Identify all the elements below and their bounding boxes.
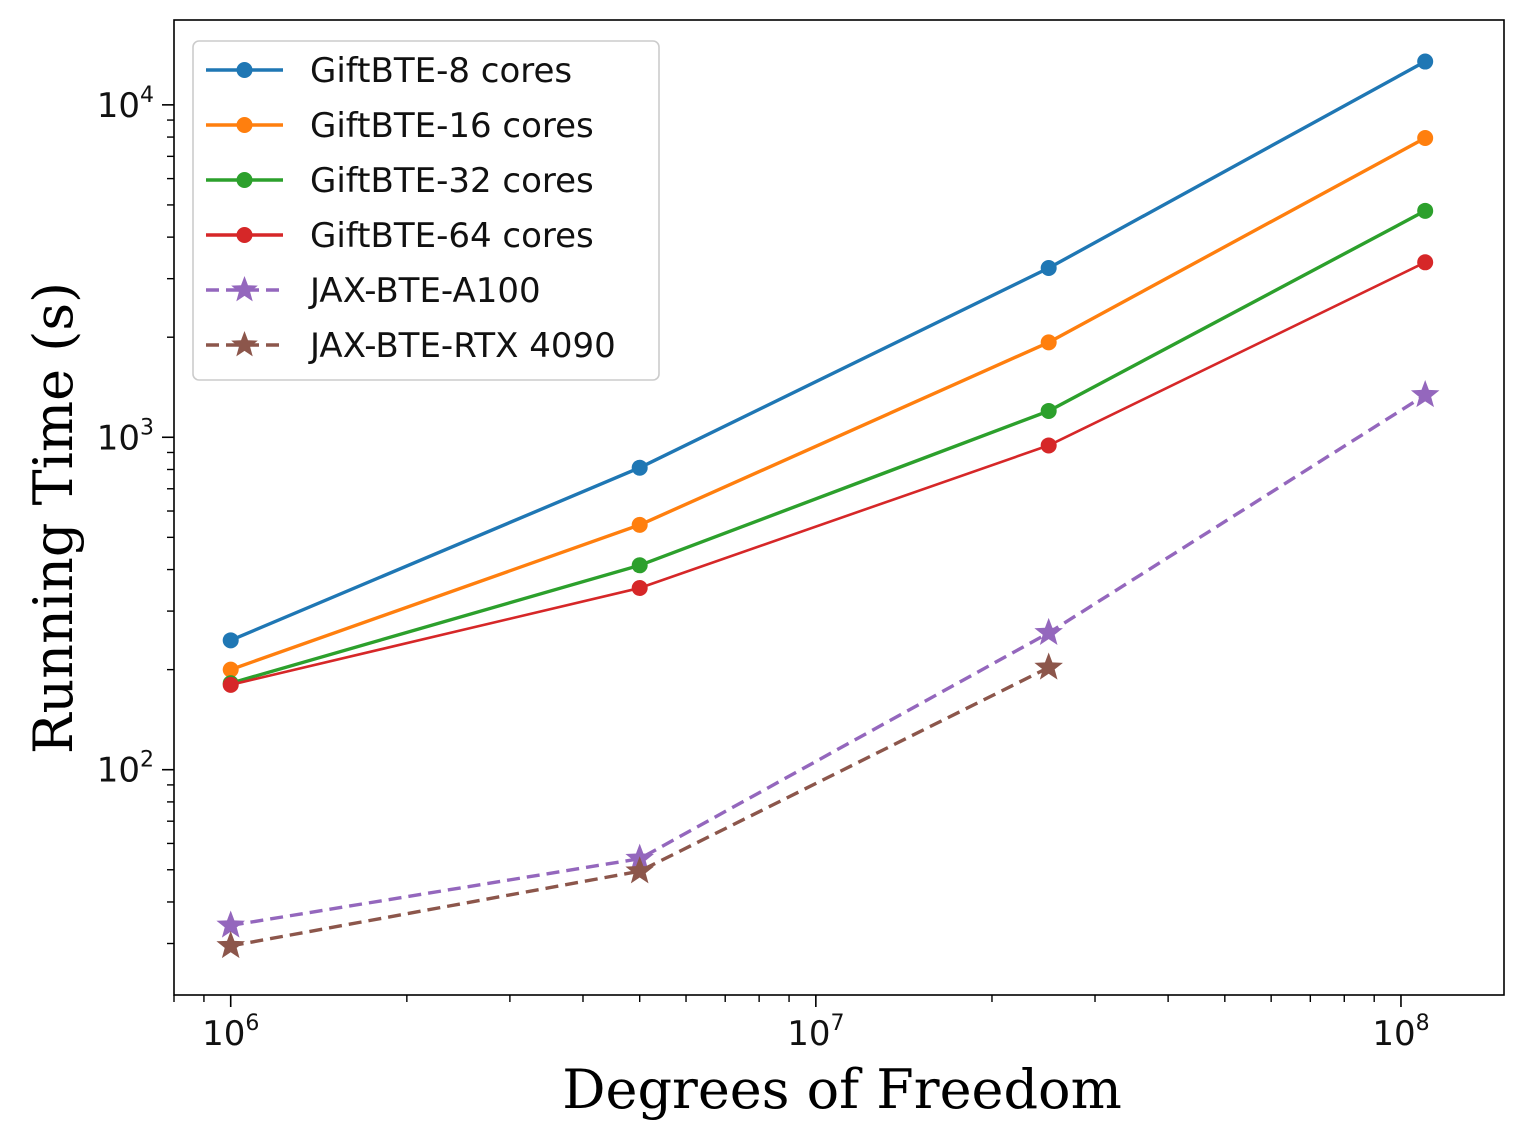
x-axis-label: Degrees of Freedom [562,1058,1122,1121]
x-tick-label: 107 [787,1011,844,1054]
series-line [230,60,1427,642]
data-point [1040,402,1057,419]
series-line [230,665,1050,948]
data-point [222,661,239,678]
data-point [1034,652,1063,680]
legend-label: GiftBTE-16 cores [310,106,594,146]
legend-label: JAX-BTE-RTX 4090 [308,326,616,366]
data-point [216,930,245,959]
y-axis-label: Running Time (s) [22,282,85,754]
series-line [230,209,1426,685]
data-point [222,632,239,649]
legend-marker [231,331,258,357]
legend-marker [236,227,253,243]
legend-entry: GiftBTE-16 cores [206,106,594,146]
series-line [230,136,1427,672]
series-6 [216,652,1063,959]
legend-label: GiftBTE-32 cores [310,161,594,201]
data-point [216,910,245,938]
legend-marker [236,117,253,133]
data-point [1040,260,1057,277]
data-point [1417,254,1434,271]
plot-area [216,53,1440,959]
x-tick-label: 108 [1372,1011,1429,1054]
data-point [631,557,648,574]
series-2 [222,129,1434,678]
legend-entry: JAX-BTE-A100 [206,271,541,311]
legend-marker [236,172,253,188]
data-point [631,516,648,533]
y-axis: 102 103 104 [97,83,174,945]
series-1 [222,53,1434,649]
y-tick-label: 104 [97,83,154,126]
data-point [631,580,648,597]
legend-entry: GiftBTE-8 cores [206,51,572,91]
plot-frame [173,19,1505,996]
legend-entry: JAX-BTE-RTX 4090 [206,326,616,366]
data-point [1034,617,1063,645]
data-point [1040,334,1057,351]
legend-label: GiftBTE-8 cores [310,51,572,91]
series-line [230,261,1426,687]
series-line [230,393,1427,928]
series-layer [216,53,1440,959]
data-point [1410,380,1440,408]
data-point [631,459,648,476]
legend: GiftBTE-8 cores GiftBTE-16 cores GiftBTE-3… [192,40,660,381]
x-tick-label: 106 [202,1011,259,1054]
data-point [1040,437,1057,454]
data-point [1417,129,1434,146]
y-tick-label: 102 [97,748,154,791]
legend-marker [236,62,253,78]
data-point [1417,53,1434,70]
data-point [1417,202,1434,219]
legend-frame [192,40,660,381]
data-point [222,676,239,693]
data-point [625,856,654,884]
y-tick-label: 103 [97,415,154,458]
legend-label: JAX-BTE-A100 [308,271,541,311]
legend-entry: GiftBTE-64 cores [206,216,594,256]
legend-entry: GiftBTE-32 cores [206,161,594,201]
x-axis: 106 107 108 [173,995,1430,1054]
series-4 [222,254,1434,693]
legend-marker [231,276,258,302]
legend-label: GiftBTE-64 cores [310,216,594,256]
